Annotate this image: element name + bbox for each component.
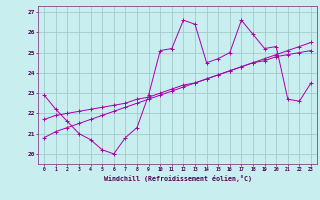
X-axis label: Windchill (Refroidissement éolien,°C): Windchill (Refroidissement éolien,°C): [104, 175, 252, 182]
